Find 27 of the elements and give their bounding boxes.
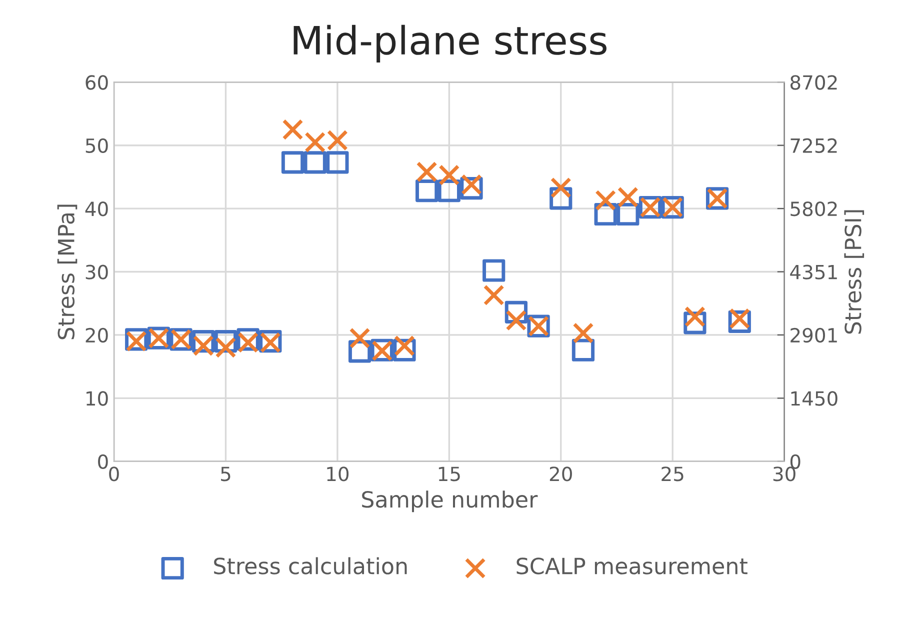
y2-tick-label: 4351: [790, 264, 837, 280]
y2-axis-title: Stress [PSI]: [844, 210, 864, 334]
x-axis-title: Sample number: [362, 490, 538, 512]
y-tick-label: 30: [86, 264, 108, 280]
y-tick-label: 40: [85, 202, 108, 216]
x-tick-label: 20: [550, 466, 572, 482]
y-tick-label: 0: [98, 454, 108, 470]
y2-tick-label: 2901: [790, 328, 837, 343]
legend-label: Stress calculation: [214, 557, 407, 574]
x-tick-label: 5: [221, 466, 230, 482]
y-axis-title: Stress [MPa]: [57, 204, 78, 340]
x-tick-label: 30: [773, 466, 796, 482]
x-tick-label: 10: [327, 466, 349, 482]
x-tick-label: 25: [662, 466, 684, 482]
y2-tick-label: 5802: [790, 201, 837, 216]
y-tick-label: 20: [86, 328, 108, 343]
chart-title: Mid-plane stress: [294, 24, 606, 62]
y2-tick-label: 8702: [790, 75, 837, 90]
y-tick-label: 10: [86, 391, 108, 406]
y2-tick-label: 1450: [791, 391, 838, 406]
y2-tick-label: 7252: [790, 138, 837, 154]
x-tick-label: 0: [109, 466, 119, 482]
y-tick-label: 50: [86, 138, 108, 154]
y2-tick-label: 0: [790, 454, 800, 470]
y-tick-label: 60: [86, 75, 108, 90]
legend-label: SCALP measurement: [516, 558, 748, 574]
x-tick-label: 15: [438, 466, 460, 482]
